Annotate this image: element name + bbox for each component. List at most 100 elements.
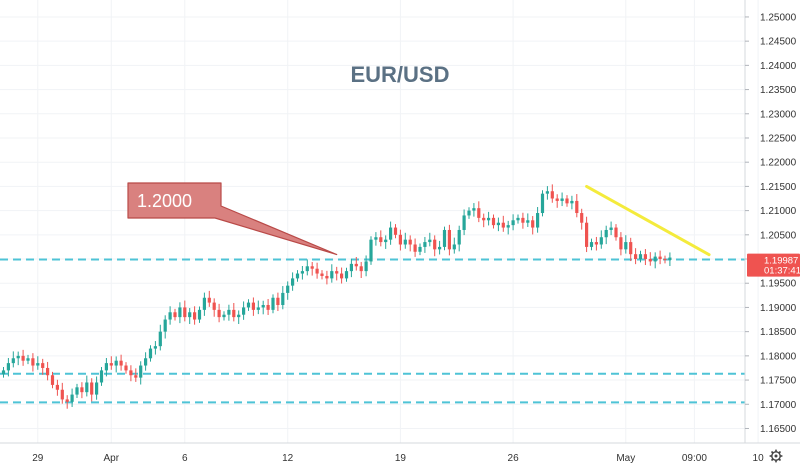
candle: [496, 217, 500, 232]
candle: [271, 294, 275, 314]
candle-body: [643, 254, 647, 260]
candle: [550, 184, 554, 203]
candle: [104, 357, 108, 377]
price-tick-label: 1.17500: [760, 376, 797, 387]
candle: [124, 362, 128, 374]
candle: [560, 192, 564, 207]
price-tick-label: 1.22000: [760, 158, 797, 169]
candle: [663, 255, 667, 264]
candle-body: [114, 360, 118, 366]
candle: [457, 225, 461, 252]
candle-body: [70, 394, 74, 402]
candle: [310, 262, 314, 276]
candle: [462, 209, 466, 236]
candle-body: [109, 363, 113, 366]
candle-body: [462, 215, 466, 230]
level-lines[interactable]: [0, 258, 745, 404]
candle: [526, 213, 530, 227]
candle: [251, 297, 255, 316]
candle-body: [491, 217, 496, 226]
candle-body: [516, 217, 520, 221]
candle: [393, 224, 398, 239]
candle-body: [232, 309, 236, 318]
candle-body: [526, 220, 530, 223]
candle-body: [585, 222, 589, 247]
candle-body: [153, 346, 157, 349]
candle-body: [335, 271, 339, 274]
candle-body: [55, 384, 59, 390]
candle: [50, 371, 55, 389]
candle: [335, 266, 339, 281]
candle: [144, 352, 148, 371]
candle-body: [359, 266, 363, 272]
candle-body: [139, 365, 143, 378]
candle-body: [207, 297, 211, 303]
settings-gear-icon[interactable]: [769, 449, 783, 463]
price-tick-label: 1.23000: [760, 109, 797, 120]
candle: [369, 236, 373, 265]
candle-body: [560, 198, 564, 201]
candle-body: [202, 297, 206, 310]
price-tick-label: 1.22500: [760, 133, 797, 144]
candle: [65, 395, 69, 409]
candle: [305, 259, 309, 276]
candle-body: [80, 387, 84, 393]
candle-body: [540, 193, 545, 214]
candle: [545, 186, 549, 200]
candle-body: [653, 256, 657, 262]
candle: [202, 292, 206, 316]
price-tick-label: 1.25000: [760, 12, 797, 23]
time-axis[interactable]: 29 Apr 6 12 19 26 May 09:00 10: [32, 453, 764, 464]
candle: [286, 281, 290, 300]
candle: [403, 232, 407, 249]
candle: [21, 349, 25, 366]
candle-body: [344, 271, 349, 279]
candle: [359, 262, 363, 279]
candle-body: [413, 244, 417, 252]
candle-body: [501, 222, 505, 228]
candle-body: [281, 292, 285, 306]
current-price-value: 1.19987: [764, 256, 798, 267]
candle: [134, 368, 138, 382]
candle-body: [242, 307, 246, 315]
time-tick-label: 10: [753, 453, 765, 464]
candle: [114, 356, 118, 373]
candle: [604, 225, 608, 245]
price-tick-label: 1.19000: [760, 303, 797, 314]
candle-body: [16, 355, 20, 359]
candle-body: [521, 217, 525, 223]
candle-body: [188, 312, 192, 318]
candle: [516, 214, 520, 224]
candle: [344, 267, 349, 282]
candle: [242, 301, 246, 320]
candle-body: [173, 312, 177, 318]
candle-body: [638, 254, 643, 260]
candle-body: [565, 198, 569, 204]
candle: [31, 353, 35, 372]
candle-body: [364, 261, 368, 272]
candle: [491, 214, 496, 229]
candle-body: [403, 239, 407, 245]
candle-body: [217, 309, 221, 318]
price-tick-label: 1.21000: [760, 206, 797, 217]
candle: [467, 207, 471, 219]
candle: [1, 366, 6, 378]
candle-body: [310, 266, 314, 269]
trendline-group[interactable]: [585, 184, 711, 257]
candle-body: [11, 358, 15, 364]
candle: [418, 243, 422, 256]
candle-body: [467, 210, 471, 216]
candle-body: [354, 263, 358, 267]
candle: [619, 232, 623, 256]
candle: [629, 237, 633, 262]
candle: [531, 216, 535, 235]
candle: [585, 216, 589, 253]
candle-body: [487, 217, 491, 221]
price-axis[interactable]: 1.25000 1.24500 1.24000 1.23500 1.23000 1.225…: [0, 0, 800, 444]
candle-body: [178, 307, 182, 318]
candle-body: [168, 312, 172, 320]
candle-body: [369, 239, 373, 262]
candle: [46, 361, 50, 381]
candle: [26, 354, 30, 365]
